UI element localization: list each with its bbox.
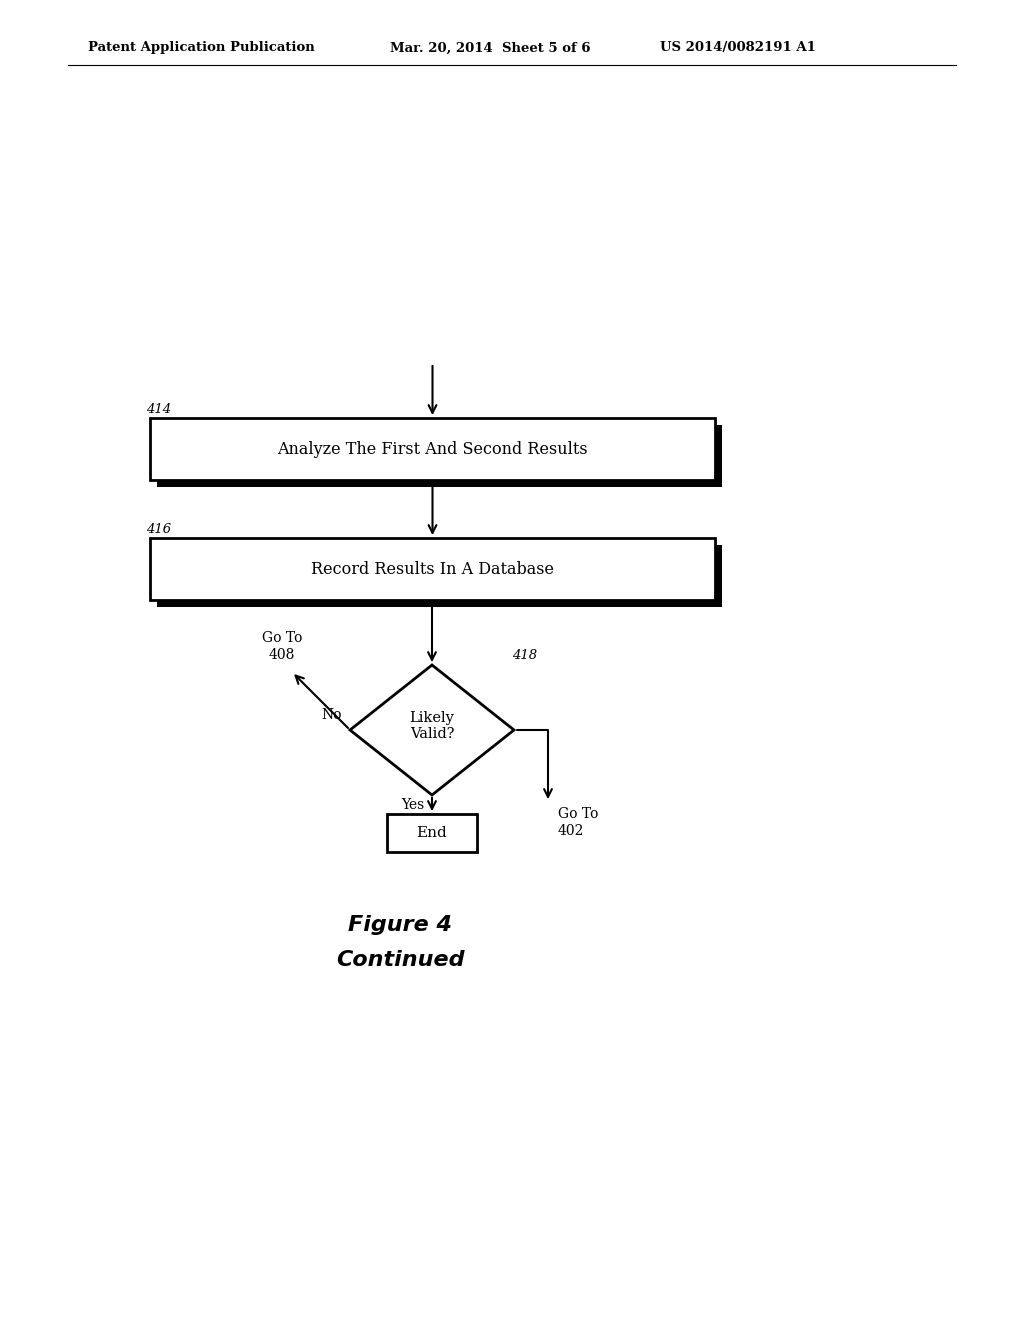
Text: Go To
408: Go To 408 [262, 631, 302, 663]
Text: Go To
402: Go To 402 [558, 807, 598, 838]
Bar [387, 814, 477, 851]
Text: Continued: Continued [336, 950, 464, 970]
Text: End: End [417, 826, 447, 840]
Text: Patent Application Publication: Patent Application Publication [88, 41, 314, 54]
Bar [157, 545, 722, 607]
Text: Likely
Valid?: Likely Valid? [410, 711, 455, 741]
Bar [150, 418, 715, 480]
Text: Yes: Yes [400, 799, 424, 812]
Text: No: No [322, 708, 342, 722]
Text: Figure 4: Figure 4 [348, 915, 452, 935]
Text: US 2014/0082191 A1: US 2014/0082191 A1 [660, 41, 816, 54]
Polygon shape [350, 665, 514, 795]
Text: 418: 418 [512, 649, 538, 663]
Text: Mar. 20, 2014  Sheet 5 of 6: Mar. 20, 2014 Sheet 5 of 6 [390, 41, 591, 54]
Bar [157, 425, 722, 487]
Text: Record Results In A Database: Record Results In A Database [311, 561, 554, 578]
Text: 416: 416 [146, 523, 171, 536]
Text: 414: 414 [146, 403, 171, 416]
Bar [150, 539, 715, 601]
Text: Analyze The First And Second Results: Analyze The First And Second Results [278, 441, 588, 458]
